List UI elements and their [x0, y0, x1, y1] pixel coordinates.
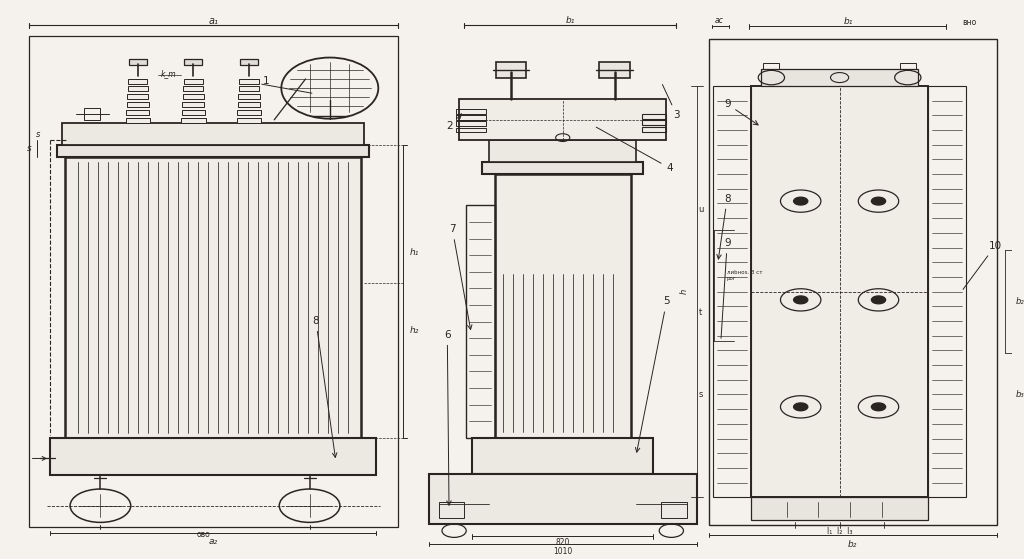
Bar [429, 474, 696, 524]
Circle shape [871, 197, 886, 205]
Text: 4: 4 [596, 127, 673, 173]
Text: k_m: k_m [161, 69, 176, 78]
Text: h: h [680, 289, 689, 294]
Bar [182, 94, 204, 100]
Bar [456, 127, 486, 132]
Bar [62, 122, 365, 145]
Bar [482, 162, 643, 174]
Bar [239, 94, 259, 100]
Bar [126, 110, 150, 115]
Bar [642, 127, 667, 132]
Text: s: s [698, 390, 702, 399]
Text: a₂: a₂ [209, 537, 218, 546]
Bar [127, 94, 148, 100]
Bar [237, 117, 261, 122]
Bar [752, 86, 928, 498]
Text: 2: 2 [446, 114, 462, 131]
Bar [466, 206, 495, 438]
Bar [763, 63, 779, 69]
Bar [709, 39, 996, 525]
Circle shape [794, 296, 808, 304]
Text: b₁: b₁ [565, 16, 575, 25]
Bar [238, 102, 260, 107]
Bar [900, 63, 915, 69]
Bar [752, 498, 928, 520]
Bar [182, 102, 205, 107]
Text: s: s [36, 130, 40, 139]
Text: 1: 1 [263, 77, 269, 87]
Text: 820: 820 [556, 538, 570, 547]
Bar [57, 145, 370, 157]
Bar [84, 107, 100, 120]
Text: u: u [698, 205, 703, 214]
Bar [126, 117, 150, 122]
Bar [127, 102, 148, 107]
Bar [928, 86, 967, 498]
Bar [181, 117, 206, 122]
Bar [184, 59, 203, 65]
Bar [50, 438, 376, 475]
Bar [66, 157, 361, 438]
Text: вно: вно [963, 18, 977, 27]
Text: b₁: b₁ [844, 17, 853, 26]
Text: 10: 10 [963, 241, 1001, 290]
Bar [489, 140, 636, 162]
Bar [128, 87, 147, 92]
Bar [456, 121, 486, 126]
Text: 1010: 1010 [553, 547, 572, 556]
Bar [240, 59, 258, 65]
Circle shape [871, 296, 886, 304]
Bar [129, 59, 146, 65]
Circle shape [794, 197, 808, 205]
Text: b₂: b₂ [1016, 297, 1024, 306]
Bar [713, 86, 752, 498]
Text: 6: 6 [444, 330, 452, 505]
Text: 9: 9 [724, 99, 758, 125]
Bar [238, 110, 260, 115]
Text: l₁  l₂  l₃: l₁ l₂ l₃ [826, 527, 852, 536]
Bar [183, 87, 204, 92]
Bar [456, 109, 486, 113]
Circle shape [794, 403, 808, 411]
Bar [182, 110, 205, 115]
Text: 7: 7 [450, 224, 472, 329]
Bar [761, 69, 918, 86]
Text: t: t [699, 307, 702, 317]
Bar [599, 62, 630, 78]
Bar [240, 79, 259, 84]
Text: h₂: h₂ [410, 326, 420, 335]
Bar [29, 36, 397, 527]
Bar [459, 99, 667, 140]
Text: a₁: a₁ [209, 16, 218, 26]
Text: b₂: b₂ [848, 539, 857, 548]
Circle shape [871, 403, 886, 411]
Bar [496, 62, 526, 78]
Text: h₁: h₁ [410, 248, 420, 257]
Bar [495, 174, 631, 438]
Bar [472, 438, 653, 474]
Text: 9: 9 [721, 238, 730, 338]
Bar [456, 115, 486, 120]
Bar [439, 502, 464, 519]
Text: 3: 3 [663, 84, 680, 120]
Text: 8: 8 [717, 193, 730, 259]
Bar [183, 79, 203, 84]
Text: 8: 8 [312, 316, 337, 457]
Bar [642, 120, 667, 125]
Text: ово: ово [197, 529, 210, 538]
Text: s: s [28, 144, 32, 153]
Text: ac: ac [715, 16, 723, 25]
Text: лиbнos. 3 ст
рог: лиbнos. 3 ст рог [727, 270, 763, 281]
Bar [239, 87, 259, 92]
Bar [128, 79, 147, 84]
Bar [642, 113, 667, 119]
Bar [662, 502, 686, 519]
Text: b₃: b₃ [1016, 390, 1024, 399]
Text: 5: 5 [636, 296, 670, 452]
